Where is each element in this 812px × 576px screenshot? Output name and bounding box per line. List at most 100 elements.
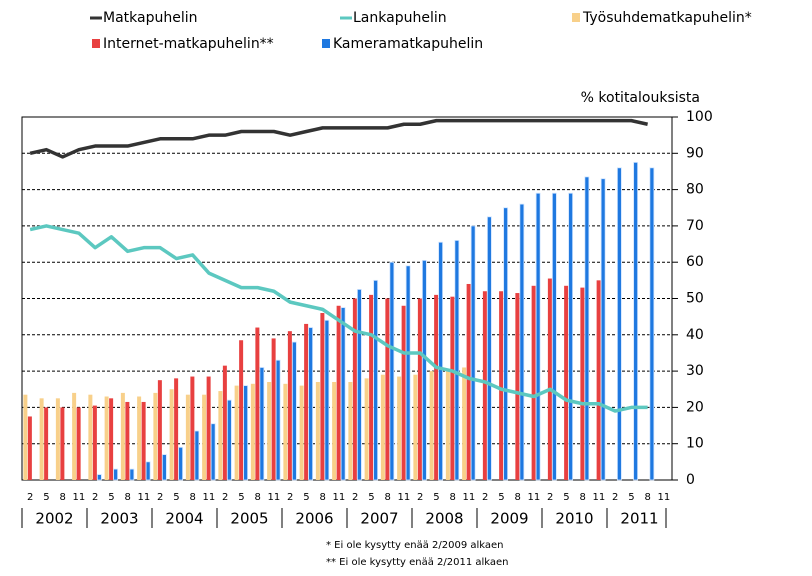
bar (222, 365, 227, 480)
x-tick-label: 11 (203, 492, 216, 503)
bar (23, 394, 28, 480)
year-label: 2004 (165, 510, 203, 528)
x-tick-label: 5 (173, 492, 179, 503)
y-tick-label: 50 (686, 291, 704, 307)
bar (535, 192, 541, 481)
x-tick-label: 5 (303, 492, 309, 503)
legend-swatch (90, 16, 102, 20)
bar (226, 399, 232, 481)
footnote: * Ei ole kysytty enää 2/2009 alkaen (326, 540, 504, 551)
x-tick-label: 8 (449, 492, 455, 503)
year-label: 2002 (35, 510, 73, 528)
line (29, 224, 648, 413)
y-tick-label: 60 (686, 254, 704, 270)
y-tick-label: 0 (686, 472, 695, 488)
legend-label: Työsuhdematkapuhelin* (582, 10, 752, 26)
bar (194, 430, 200, 481)
bar (299, 385, 304, 480)
bar (178, 446, 184, 481)
legend-label: Lankapuhelin (353, 10, 447, 26)
bar (141, 401, 146, 480)
x-tick-label: 8 (644, 492, 650, 503)
bar (450, 296, 455, 480)
x-tick-label: 2 (157, 492, 163, 503)
legend-swatch (92, 39, 100, 48)
bar (405, 265, 411, 481)
bar (454, 240, 460, 481)
bar (348, 381, 353, 480)
bar (206, 376, 211, 480)
x-tick-label: 2 (287, 492, 293, 503)
bar (267, 381, 272, 480)
bar (364, 378, 369, 480)
bar (44, 407, 49, 480)
bar (161, 454, 167, 481)
bar (336, 305, 341, 480)
bar (315, 381, 320, 480)
bar (96, 474, 102, 481)
bar (129, 468, 135, 481)
x-tick-label: 11 (658, 492, 671, 503)
bar (369, 294, 374, 480)
y-tick-label: 20 (686, 399, 704, 415)
bar (580, 287, 585, 480)
bar (421, 259, 427, 481)
bar (72, 392, 77, 480)
bar (600, 178, 606, 481)
bar (308, 327, 314, 481)
x-tick-label: 11 (138, 492, 151, 503)
bar (239, 340, 244, 480)
bar (39, 398, 44, 480)
footnote: ** Ei ole kysytty enää 2/2011 alkaen (326, 557, 509, 568)
bar (250, 383, 255, 480)
bar (340, 307, 346, 481)
year-label: 2003 (100, 510, 138, 528)
bar (137, 396, 142, 480)
legend-label: Matkapuhelin (103, 10, 198, 26)
bar (401, 305, 406, 480)
bar (210, 423, 216, 481)
bar (397, 376, 402, 480)
legend-label: Internet-matkapuhelin** (103, 36, 274, 52)
bar (551, 192, 557, 481)
x-tick-label: 5 (368, 492, 374, 503)
year-label: 2007 (360, 510, 398, 528)
bar (153, 392, 158, 480)
year-label: 2008 (425, 510, 463, 528)
y-tick-label: 10 (686, 436, 704, 452)
bar (413, 374, 418, 480)
year-label: 2011 (620, 510, 658, 528)
x-tick-label: 8 (124, 492, 130, 503)
x-tick-label: 8 (384, 492, 390, 503)
bar (120, 392, 125, 480)
bar (304, 323, 309, 480)
bar (385, 298, 390, 480)
x-tick-label: 11 (73, 492, 86, 503)
bar (584, 176, 590, 481)
x-tick-label: 5 (43, 492, 49, 503)
bar (531, 285, 536, 480)
bar (104, 396, 109, 480)
bar (218, 391, 223, 480)
bar (380, 374, 385, 480)
bar (470, 225, 476, 481)
x-tick-label: 8 (254, 492, 260, 503)
x-tick-label: 8 (514, 492, 520, 503)
legend-swatch (340, 16, 352, 20)
bar (596, 280, 601, 480)
y-tick-label: 30 (686, 363, 704, 379)
bar (486, 216, 492, 481)
year-label: 2006 (295, 510, 333, 528)
bar (55, 398, 60, 480)
x-tick-label: 8 (189, 492, 195, 503)
plot-frame (21, 116, 673, 481)
bar (547, 278, 552, 480)
bar (332, 381, 337, 480)
y-axis-label: % kotitalouksista (581, 90, 700, 106)
bar (466, 283, 471, 480)
legend-swatch (572, 13, 580, 22)
x-tick-label: 5 (108, 492, 114, 503)
x-tick-label: 8 (579, 492, 585, 503)
x-tick-label: 11 (463, 492, 476, 503)
